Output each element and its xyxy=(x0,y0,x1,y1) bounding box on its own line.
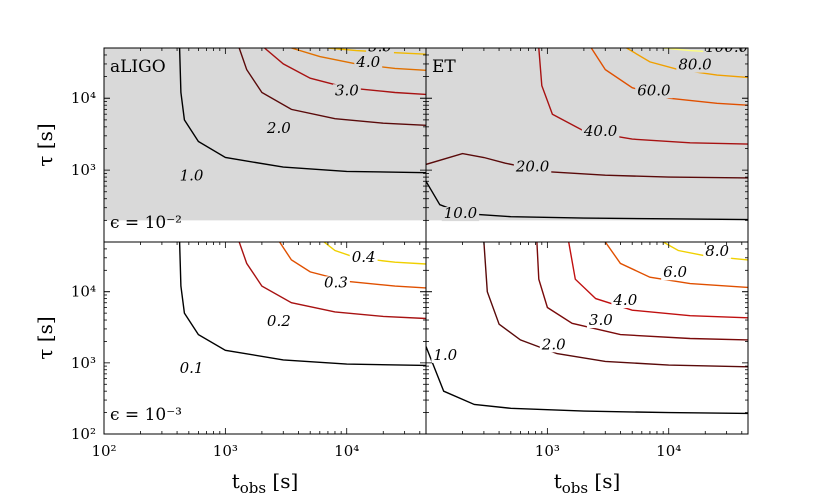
epsilon-label: ϵ = 10⁻² xyxy=(110,213,182,233)
contour-label-6.0: 6.0 xyxy=(663,263,687,281)
contour-label-bg xyxy=(581,124,620,139)
contour-line-0.2 xyxy=(238,242,426,320)
ylabel-main: τ xyxy=(33,156,57,167)
xlabel-main: t xyxy=(554,469,562,493)
contour-label-10.0: 10.0 xyxy=(444,204,478,222)
panel-3: 0.1 0.2 0.30.4 ϵ = 10⁻³ xyxy=(110,242,426,425)
contour-label-0.2: 0.2 xyxy=(267,312,291,330)
contour-label-8.0: 8.0 xyxy=(705,242,729,260)
contour-label-3.0: 3.0 xyxy=(589,311,613,329)
contour-line-1.0 xyxy=(426,346,748,415)
contour-label-0.4: 0.4 xyxy=(352,248,376,266)
y-tick-label: 10³ xyxy=(71,161,96,179)
y-axis-label-bottom: τ [s] xyxy=(33,316,57,359)
x-tick-label: 10³ xyxy=(213,442,238,460)
xlabel-unit: [s] xyxy=(266,469,298,493)
contour-line-0.1 xyxy=(178,242,426,367)
ylabel-main: τ xyxy=(33,349,57,360)
x-axis-label-left: tobs [s] xyxy=(232,469,299,497)
contour-label-bg xyxy=(513,160,552,175)
contour-label-bg xyxy=(611,294,640,309)
panel-1: 1.0 2.0 3.0 4.05.0 aLIGO ϵ = 10⁻² xyxy=(104,37,426,233)
epsilon-label: ϵ = 10⁻³ xyxy=(110,405,182,425)
contour-line-3.0 xyxy=(536,242,748,341)
contour-label-bg xyxy=(431,348,460,363)
contour-label-bg xyxy=(354,56,383,71)
y-tick-label: 10² xyxy=(71,425,96,443)
y-tick-label: 10⁴ xyxy=(71,89,96,107)
contour-line-1.0 xyxy=(178,48,426,174)
contour-label-2.0: 2.0 xyxy=(541,335,566,353)
y-tick-label: 10³ xyxy=(71,354,96,372)
contour-label-bg xyxy=(539,338,568,353)
contour-label-bg xyxy=(349,251,378,266)
contour-label-bg xyxy=(441,207,480,222)
contour-label-bg xyxy=(264,121,293,136)
y-tick-label: 10⁴ xyxy=(71,283,96,301)
contour-lines: 1.0 2.0 3.0 4.05.0 xyxy=(177,37,426,184)
contour-label-40.0: 40.0 xyxy=(583,122,618,140)
contour-label-1.0: 1.0 xyxy=(433,346,457,364)
xlabel-sub: obs xyxy=(562,479,588,497)
contour-label-20.0: 20.0 xyxy=(515,158,550,176)
contour-label-60.0: 60.0 xyxy=(637,81,671,99)
x-tick-label: 10⁴ xyxy=(656,442,681,460)
panel-4: 1.0 2.0 3.0 4.0 6.0 8.0 xyxy=(426,242,748,415)
y-axis-label-top: τ [s] xyxy=(33,123,57,166)
contour-label-bg xyxy=(676,58,714,73)
x-tick-label: 10⁴ xyxy=(334,442,359,460)
ylabel-unit: [s] xyxy=(33,316,57,348)
contour-label-bg xyxy=(322,276,350,291)
contour-label-80.0: 80.0 xyxy=(678,56,712,74)
xlabel-unit: [s] xyxy=(588,469,620,493)
contour-label-bg xyxy=(635,84,673,99)
x-tick-label: 10² xyxy=(91,442,116,460)
contour-label-5.0: 5.0 xyxy=(368,37,392,55)
tick-marks xyxy=(103,48,748,435)
contour-label-4.0: 4.0 xyxy=(355,53,380,71)
contour-label-4.0: 4.0 xyxy=(612,291,637,309)
contour-label-bg xyxy=(264,314,293,329)
contour-label-bg xyxy=(177,169,206,184)
ylabel-unit: [s] xyxy=(33,123,57,155)
contour-label-0.1: 0.1 xyxy=(180,359,204,377)
contour-label-bg xyxy=(177,362,206,377)
xlabel-sub: obs xyxy=(240,479,266,497)
contour-label-0.3: 0.3 xyxy=(324,273,348,291)
contour-label-bg xyxy=(703,48,748,55)
x-axis-label-right: tobs [s] xyxy=(554,469,621,497)
contour-label-2.0: 2.0 xyxy=(266,119,291,137)
contour-label-bg xyxy=(703,244,732,259)
contour-line-6.0 xyxy=(604,242,748,289)
contour-line-3.0 xyxy=(264,48,426,96)
panel-name-label: aLIGO xyxy=(110,57,166,77)
xlabel-main: t xyxy=(232,469,240,493)
contour-label-1.0: 1.0 xyxy=(180,166,204,184)
panel-name-label: ET xyxy=(432,57,456,77)
contour-label-bg xyxy=(661,266,690,281)
contour-label-bg xyxy=(366,48,394,55)
contour-line-2.0 xyxy=(483,242,748,368)
contour-label-bg xyxy=(332,84,361,99)
x-tick-label: 10³ xyxy=(535,442,560,460)
contour-lines: 1.0 2.0 3.0 4.0 6.0 8.0 xyxy=(426,242,748,415)
contour-label-3.0: 3.0 xyxy=(335,81,359,99)
contour-label-100.0: 100.0 xyxy=(705,38,748,56)
contour-label-bg xyxy=(586,314,615,329)
contour-line-2.0 xyxy=(238,48,426,126)
contour-line-10.0 xyxy=(426,180,748,221)
tick-labels: 10² 10³ 10⁴ 10³ 10⁴ 10³ 10⁴ 10² 10³ 10⁴ xyxy=(71,89,681,460)
contour-lines: 0.1 0.2 0.30.4 xyxy=(177,242,426,377)
